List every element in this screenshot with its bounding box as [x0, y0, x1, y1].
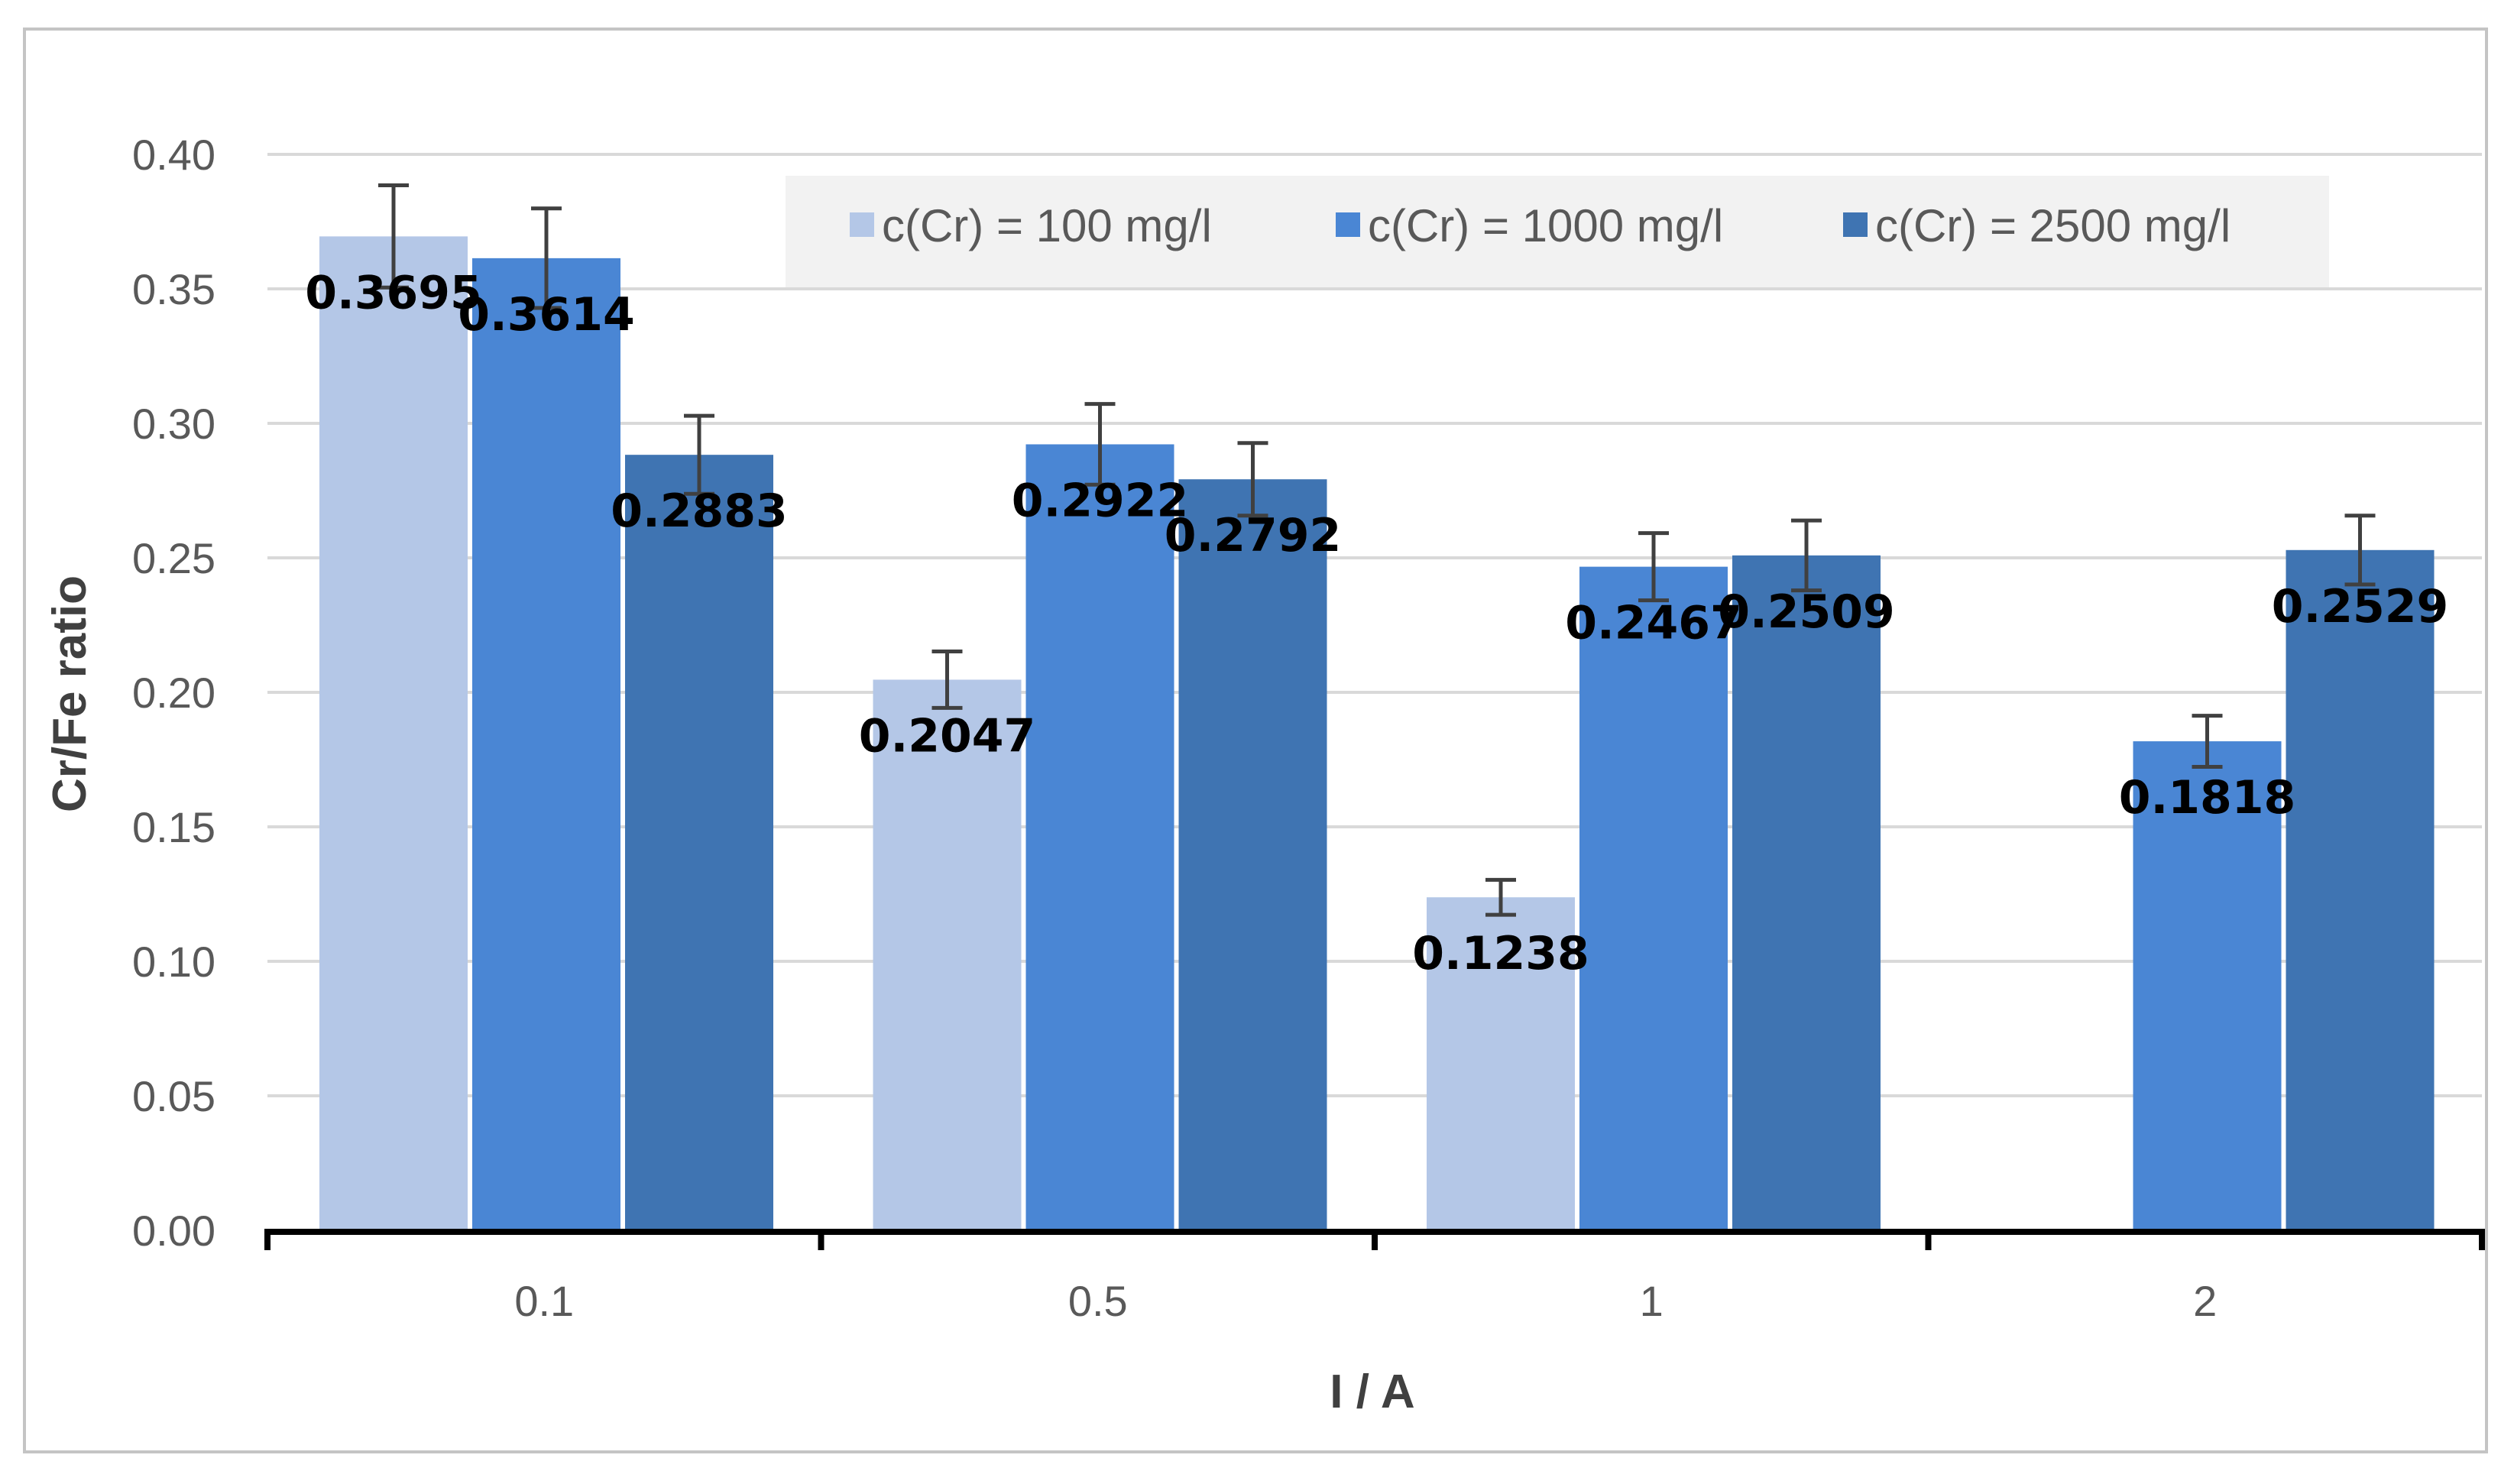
y-tick-label: 0.35 [132, 265, 215, 313]
y-tick-label: 0.15 [132, 803, 215, 851]
data-labels: 0.3695 0.2047 0.1238 0.3614 0.2922 0.2467 0.18… [305, 266, 2448, 980]
y-tick-label: 0.00 [132, 1207, 215, 1255]
bar-3-1 [1732, 555, 1881, 1230]
x-axis-title: I / A [1330, 1366, 1414, 1418]
bar-1-0.5 [873, 679, 1022, 1230]
legend-swatch [850, 212, 874, 237]
legend-entry-label: c(Cr) = 2500 mg/l [1875, 200, 2231, 251]
bar-3-0.1 [625, 455, 773, 1230]
legend-entry-label: c(Cr) = 100 mg/l [882, 200, 1212, 251]
data-label: 0.3614 [458, 288, 635, 342]
bar-1-0.1 [319, 236, 468, 1230]
data-label: 0.2509 [1718, 585, 1895, 639]
x-tick-label: 0.1 [514, 1277, 574, 1325]
x-tick-label: 1 [1640, 1277, 1664, 1325]
y-tick-label: 0.05 [132, 1072, 215, 1120]
x-axis: 0.1 0.5 1 2 [264, 1229, 2485, 1325]
legend-swatch [1843, 212, 1868, 237]
data-label: 0.2529 [2272, 580, 2449, 633]
y-tick-label: 0.20 [132, 669, 215, 717]
legend-box [786, 176, 2329, 287]
bar-2-0.1 [472, 258, 620, 1230]
legend-entry-label: c(Cr) = 1000 mg/l [1368, 200, 1723, 251]
y-tick-label: 0.10 [132, 938, 215, 986]
data-label: 0.3695 [305, 266, 482, 319]
data-label: 0.2883 [611, 484, 788, 538]
y-axis-ticks: 0.00 0.05 0.10 0.15 0.20 0.25 0.30 0.35 0.40 [132, 131, 215, 1255]
legend: c(Cr) = 100 mg/l c(Cr) = 1000 mg/l c(Cr) =… [786, 176, 2329, 287]
y-axis-title: Cr/Fe ratio [44, 575, 96, 812]
x-tick-label: 0.5 [1068, 1277, 1128, 1325]
bar-3-2 [2286, 549, 2435, 1230]
error-bars [378, 183, 2376, 917]
y-tick-label: 0.25 [132, 534, 215, 582]
y-tick-label: 0.30 [132, 400, 215, 448]
bar-2-2 [2133, 741, 2282, 1230]
bar-2-0.5 [1025, 444, 1174, 1230]
data-label: 0.1238 [1412, 927, 1589, 980]
bar-3-0.5 [1178, 479, 1327, 1230]
legend-swatch [1336, 212, 1360, 237]
data-label: 0.2047 [859, 709, 1036, 763]
data-label: 0.2467 [1565, 597, 1742, 650]
data-label: 0.2792 [1165, 509, 1342, 562]
bar-2-1 [1579, 566, 1728, 1230]
x-tick-label: 2 [2193, 1277, 2217, 1325]
data-label: 0.1818 [2119, 771, 2296, 825]
y-tick-label: 0.40 [132, 131, 215, 179]
bars [319, 236, 2435, 1230]
bar-1-1 [1427, 897, 1575, 1230]
data-label: 0.2922 [1012, 474, 1189, 527]
